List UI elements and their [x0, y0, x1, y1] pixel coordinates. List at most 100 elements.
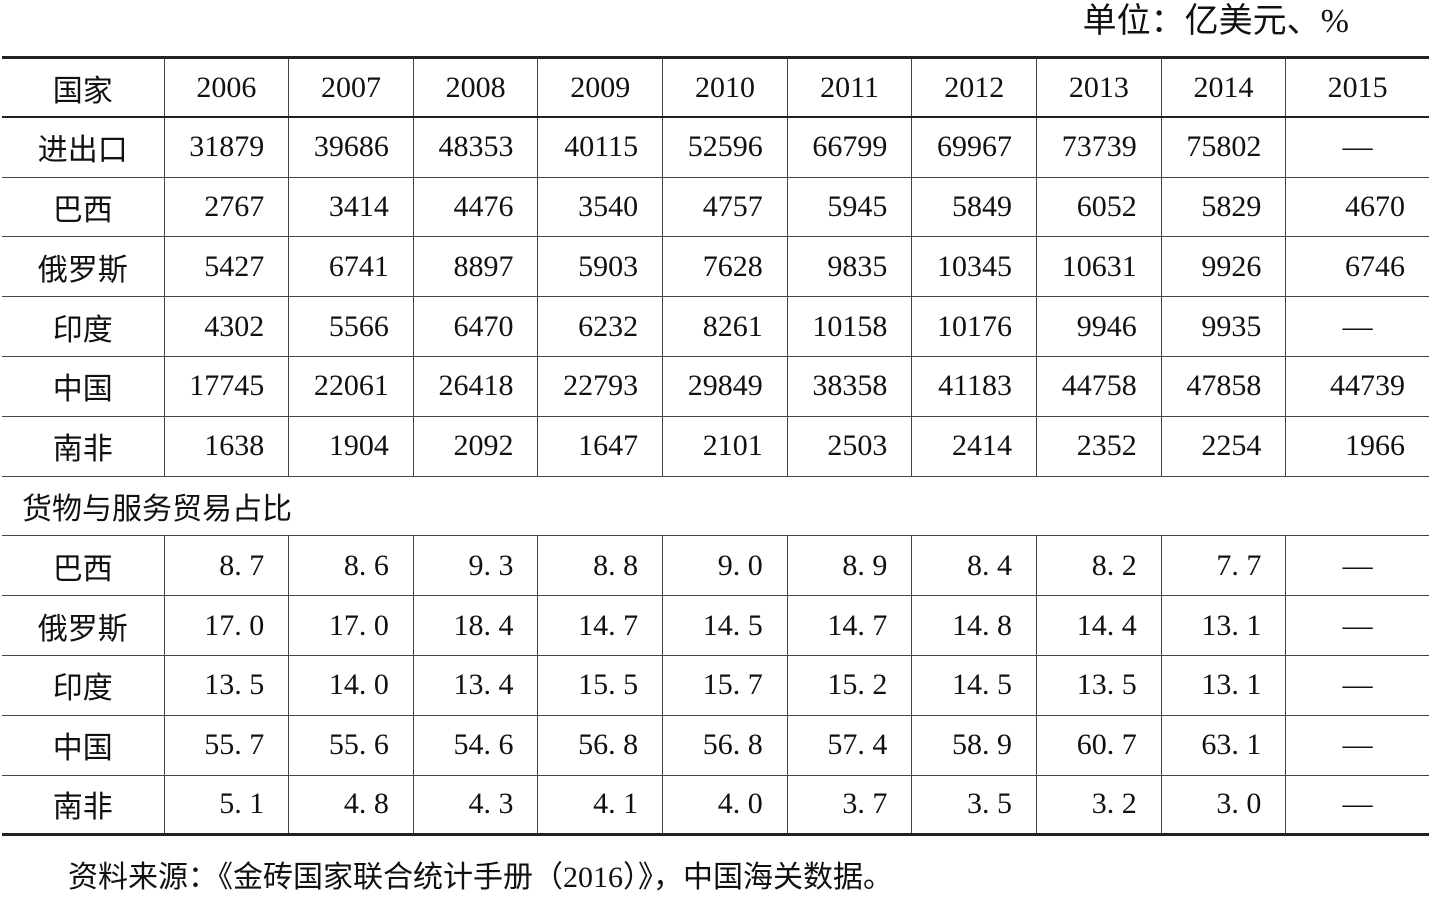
value-cell: 9. 3	[412, 535, 538, 597]
value-cell: 8. 2	[1036, 535, 1162, 597]
value-cell: 8261	[662, 296, 788, 357]
value-cell: 75802	[1160, 117, 1286, 178]
value-cell: 14. 7	[537, 595, 663, 656]
value-cell: 8. 6	[288, 535, 414, 597]
value-cell: 1904	[288, 416, 414, 477]
table-row: 印度 13. 5 14. 0 13. 4 15. 5 15. 7 15. 2 14. 5 13.…	[2, 655, 1429, 716]
value-cell: 2092	[412, 416, 538, 477]
value-cell: 17745	[163, 356, 289, 417]
value-cell: 5427	[163, 236, 289, 298]
table-row: 巴西 2767 3414 4476 3540 4757 5945 5849 6052 5829 46…	[2, 177, 1429, 238]
value-cell: 4. 0	[662, 775, 788, 837]
value-cell: —	[1285, 595, 1429, 656]
value-cell: 8. 7	[163, 535, 289, 597]
value-cell: 8. 8	[537, 535, 663, 597]
value-cell: 48353	[412, 117, 538, 178]
header-year: 2009	[537, 56, 663, 119]
row-country: 中国	[2, 715, 165, 776]
value-cell: 47858	[1160, 356, 1286, 417]
value-cell: 5. 1	[163, 775, 289, 837]
table-row: 印度 4302 5566 6470 6232 8261 10158 10176 9946 9935…	[2, 296, 1429, 357]
value-cell: 6741	[288, 236, 414, 298]
value-cell: 14. 5	[911, 655, 1037, 716]
value-cell: 15. 5	[537, 655, 663, 716]
row-country: 进出口	[2, 117, 165, 178]
value-cell: 7. 7	[1160, 535, 1286, 597]
value-cell: 14. 8	[911, 595, 1037, 656]
value-cell: 7628	[662, 236, 788, 298]
value-cell: 15. 2	[786, 655, 912, 716]
value-cell: 41183	[911, 356, 1037, 417]
header-row: 国家 2006 2007 2008 2009 2010 2011 2012 2013 2014 20…	[2, 56, 1429, 119]
unit-label: 单位：亿美元、%	[1082, 3, 1349, 40]
table-row: 南非 5. 1 4. 8 4. 3 4. 1 4. 0 3. 7 3. 5 3. 2 3. 0—	[2, 775, 1429, 837]
row-country: 俄罗斯	[2, 595, 165, 656]
value-cell: 2767	[163, 177, 289, 238]
value-cell: 5829	[1160, 177, 1286, 238]
value-cell: —	[1285, 117, 1429, 178]
value-cell: 3414	[288, 177, 414, 238]
value-cell: 5566	[288, 296, 414, 357]
table-row: 进出口 31879 39686 48353 40115 52596 66799 69967 73…	[2, 117, 1429, 178]
value-cell: 44758	[1036, 356, 1162, 417]
row-country: 印度	[2, 655, 165, 716]
value-cell: 29849	[662, 356, 788, 417]
header-year: 2006	[163, 56, 289, 119]
value-cell: 18. 4	[412, 595, 538, 656]
value-cell: 13. 4	[412, 655, 538, 716]
header-year: 2013	[1036, 56, 1162, 119]
value-cell: 60. 7	[1036, 715, 1162, 776]
value-cell: 9935	[1160, 296, 1286, 357]
value-cell: 2414	[911, 416, 1037, 477]
header-year: 2015	[1285, 56, 1429, 119]
header-year: 2012	[911, 56, 1037, 119]
value-cell: 5849	[911, 177, 1037, 238]
table-row: 中国 55. 7 55. 6 54. 6 56. 8 56. 8 57. 4 58. 9 60.…	[2, 715, 1429, 776]
value-cell: 14. 0	[288, 655, 414, 716]
header-year: 2008	[412, 56, 538, 119]
value-cell: 55. 7	[163, 715, 289, 776]
value-cell: 4302	[163, 296, 289, 357]
value-cell: 4. 8	[288, 775, 414, 837]
value-cell: 1966	[1285, 416, 1429, 477]
value-cell: 15. 7	[662, 655, 788, 716]
value-cell: 22793	[537, 356, 663, 417]
value-cell: 5945	[786, 177, 912, 238]
value-cell: —	[1285, 655, 1429, 716]
value-cell: 6746	[1285, 236, 1429, 298]
value-cell: 13. 1	[1160, 595, 1286, 656]
table-row: 俄罗斯 17. 0 17. 0 18. 4 14. 7 14. 5 14. 7 14. 8 14…	[2, 595, 1429, 656]
value-cell: 38358	[786, 356, 912, 417]
row-country: 俄罗斯	[2, 236, 165, 298]
value-cell: 57. 4	[786, 715, 912, 776]
value-cell: 4. 1	[537, 775, 663, 837]
value-cell: 31879	[163, 117, 289, 178]
value-cell: 54. 6	[412, 715, 538, 776]
value-cell: 4670	[1285, 177, 1429, 238]
value-cell: 5903	[537, 236, 663, 298]
value-cell: 63. 1	[1160, 715, 1286, 776]
row-country: 巴西	[2, 177, 165, 238]
value-cell: 14. 5	[662, 595, 788, 656]
section-label: 货物与服务贸易占比	[2, 476, 1429, 537]
value-cell: 26418	[412, 356, 538, 417]
value-cell: 1647	[537, 416, 663, 477]
value-cell: 8897	[412, 236, 538, 298]
header-year: 2014	[1160, 56, 1286, 119]
value-cell: 3. 7	[786, 775, 912, 837]
value-cell: 39686	[288, 117, 414, 178]
table-row: 中国 17745 22061 26418 22793 29849 38358 41183 447…	[2, 356, 1429, 417]
row-country: 中国	[2, 356, 165, 417]
value-cell: 13. 1	[1160, 655, 1286, 716]
value-cell: 13. 5	[163, 655, 289, 716]
row-country: 印度	[2, 296, 165, 357]
value-cell: 66799	[786, 117, 912, 178]
value-cell: 10158	[786, 296, 912, 357]
value-cell: 17. 0	[288, 595, 414, 656]
header-year: 2011	[786, 56, 912, 119]
value-cell: 9926	[1160, 236, 1286, 298]
value-cell: 10176	[911, 296, 1037, 357]
row-country: 南非	[2, 775, 165, 837]
table-row: 南非 1638 1904 2092 1647 2101 2503 2414 2352 2254 19…	[2, 416, 1429, 477]
value-cell: 2101	[662, 416, 788, 477]
